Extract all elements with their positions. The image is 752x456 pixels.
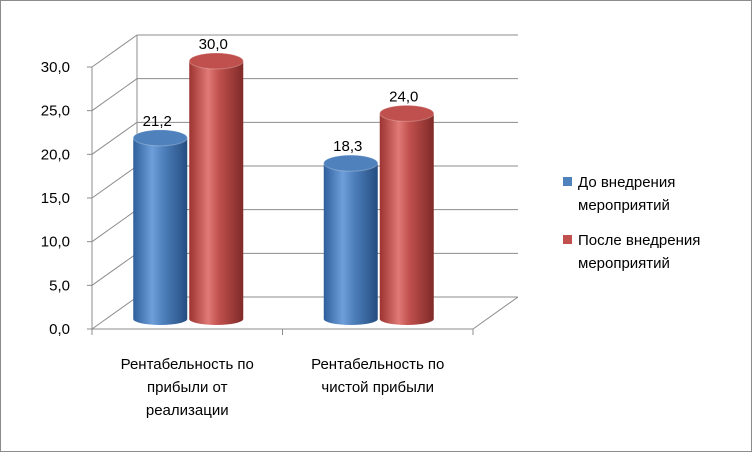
bar-body: [189, 61, 244, 325]
left-wall-gridline: [91, 121, 138, 155]
legend-swatch: [563, 177, 572, 186]
legend-entry: До внедрения мероприятий: [578, 174, 675, 214]
legend-swatch: [563, 235, 572, 244]
y-tick-label: 5,0: [49, 277, 70, 294]
labels-layer: 21,2 18,3 30,0 24,0: [143, 36, 419, 155]
y-tick-label: 30,0: [41, 59, 70, 76]
left-wall-gridline: [91, 78, 138, 112]
bar-top: [323, 154, 379, 172]
data-label: 30,0: [199, 36, 228, 53]
left-wall-gridline: [91, 296, 138, 330]
y-tick-label: 25,0: [41, 103, 70, 120]
floor-right-edge: [472, 296, 519, 330]
bar: [132, 129, 188, 325]
left-wall-gridline: [91, 165, 138, 199]
bar-top: [188, 52, 244, 70]
bar: [379, 104, 435, 326]
data-label: 24,0: [389, 88, 418, 105]
category-label: Рентабельность по прибыли от реализации: [121, 356, 254, 419]
bar-body: [379, 113, 434, 326]
left-wall-gridline: [91, 209, 138, 243]
y-tick-label: 15,0: [41, 190, 70, 207]
bar-body: [323, 163, 378, 325]
legend-entry: После внедрения мероприятий: [578, 232, 700, 272]
bars-layer: [132, 52, 435, 326]
bar-top: [132, 129, 188, 147]
left-wall-gridline: [91, 34, 138, 68]
category-label: Рентабельность по чистой прибыли: [311, 356, 444, 396]
data-label: 18,3: [333, 138, 362, 155]
bar: [188, 52, 244, 325]
left-wall-gridline: [91, 252, 138, 286]
bar-top: [379, 104, 435, 122]
bar-body: [133, 137, 188, 325]
y-tick-label: 20,0: [41, 146, 70, 163]
data-label: 21,2: [143, 113, 172, 130]
y-tick-label: 10,0: [41, 234, 70, 251]
y-tick-label: 0,0: [49, 321, 70, 338]
axes-layer: 0,0 5,0 10,0 15,0 20,0 25,0 30,0 Рентабельность…: [41, 34, 519, 419]
legend: До внедрения мероприятий После внедрения ме…: [563, 174, 700, 272]
bar: [323, 154, 379, 325]
